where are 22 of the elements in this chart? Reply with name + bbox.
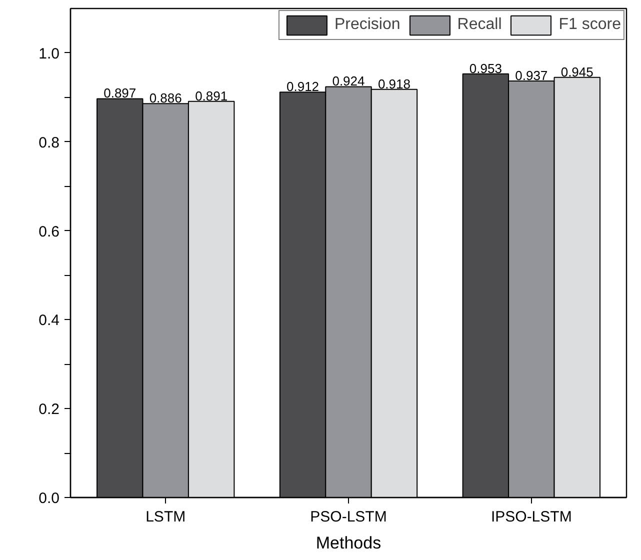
legend-label: Recall xyxy=(457,16,502,34)
x-tick-label: PSO-LSTM xyxy=(310,508,387,526)
data-label: 0.953 xyxy=(469,60,502,76)
legend-label: F1 score xyxy=(558,16,621,34)
y-tick-label: 0.8 xyxy=(38,134,60,152)
data-label: 0.891 xyxy=(195,88,228,104)
data-label: 0.886 xyxy=(149,90,182,106)
y-tick-label: 0.0 xyxy=(38,490,60,507)
y-tick-label: 0.2 xyxy=(38,401,60,418)
legend-label: Precision xyxy=(334,16,400,34)
data-label: 0.897 xyxy=(104,86,136,101)
y-tick-label: 0.4 xyxy=(38,312,60,330)
data-label: 0.924 xyxy=(332,74,365,89)
data-label: 0.912 xyxy=(286,79,320,94)
y-tick-label: 1.0 xyxy=(38,45,60,62)
x-tick-label: IPSO-LSTM xyxy=(490,508,572,526)
x-axis-title: Methods xyxy=(316,534,382,552)
x-tick-label: LSTM xyxy=(146,508,186,526)
data-label: 0.918 xyxy=(378,76,411,92)
data-label: 0.937 xyxy=(515,68,548,83)
y-tick-label: 0.6 xyxy=(38,223,60,240)
data-label: 0.945 xyxy=(560,64,594,80)
